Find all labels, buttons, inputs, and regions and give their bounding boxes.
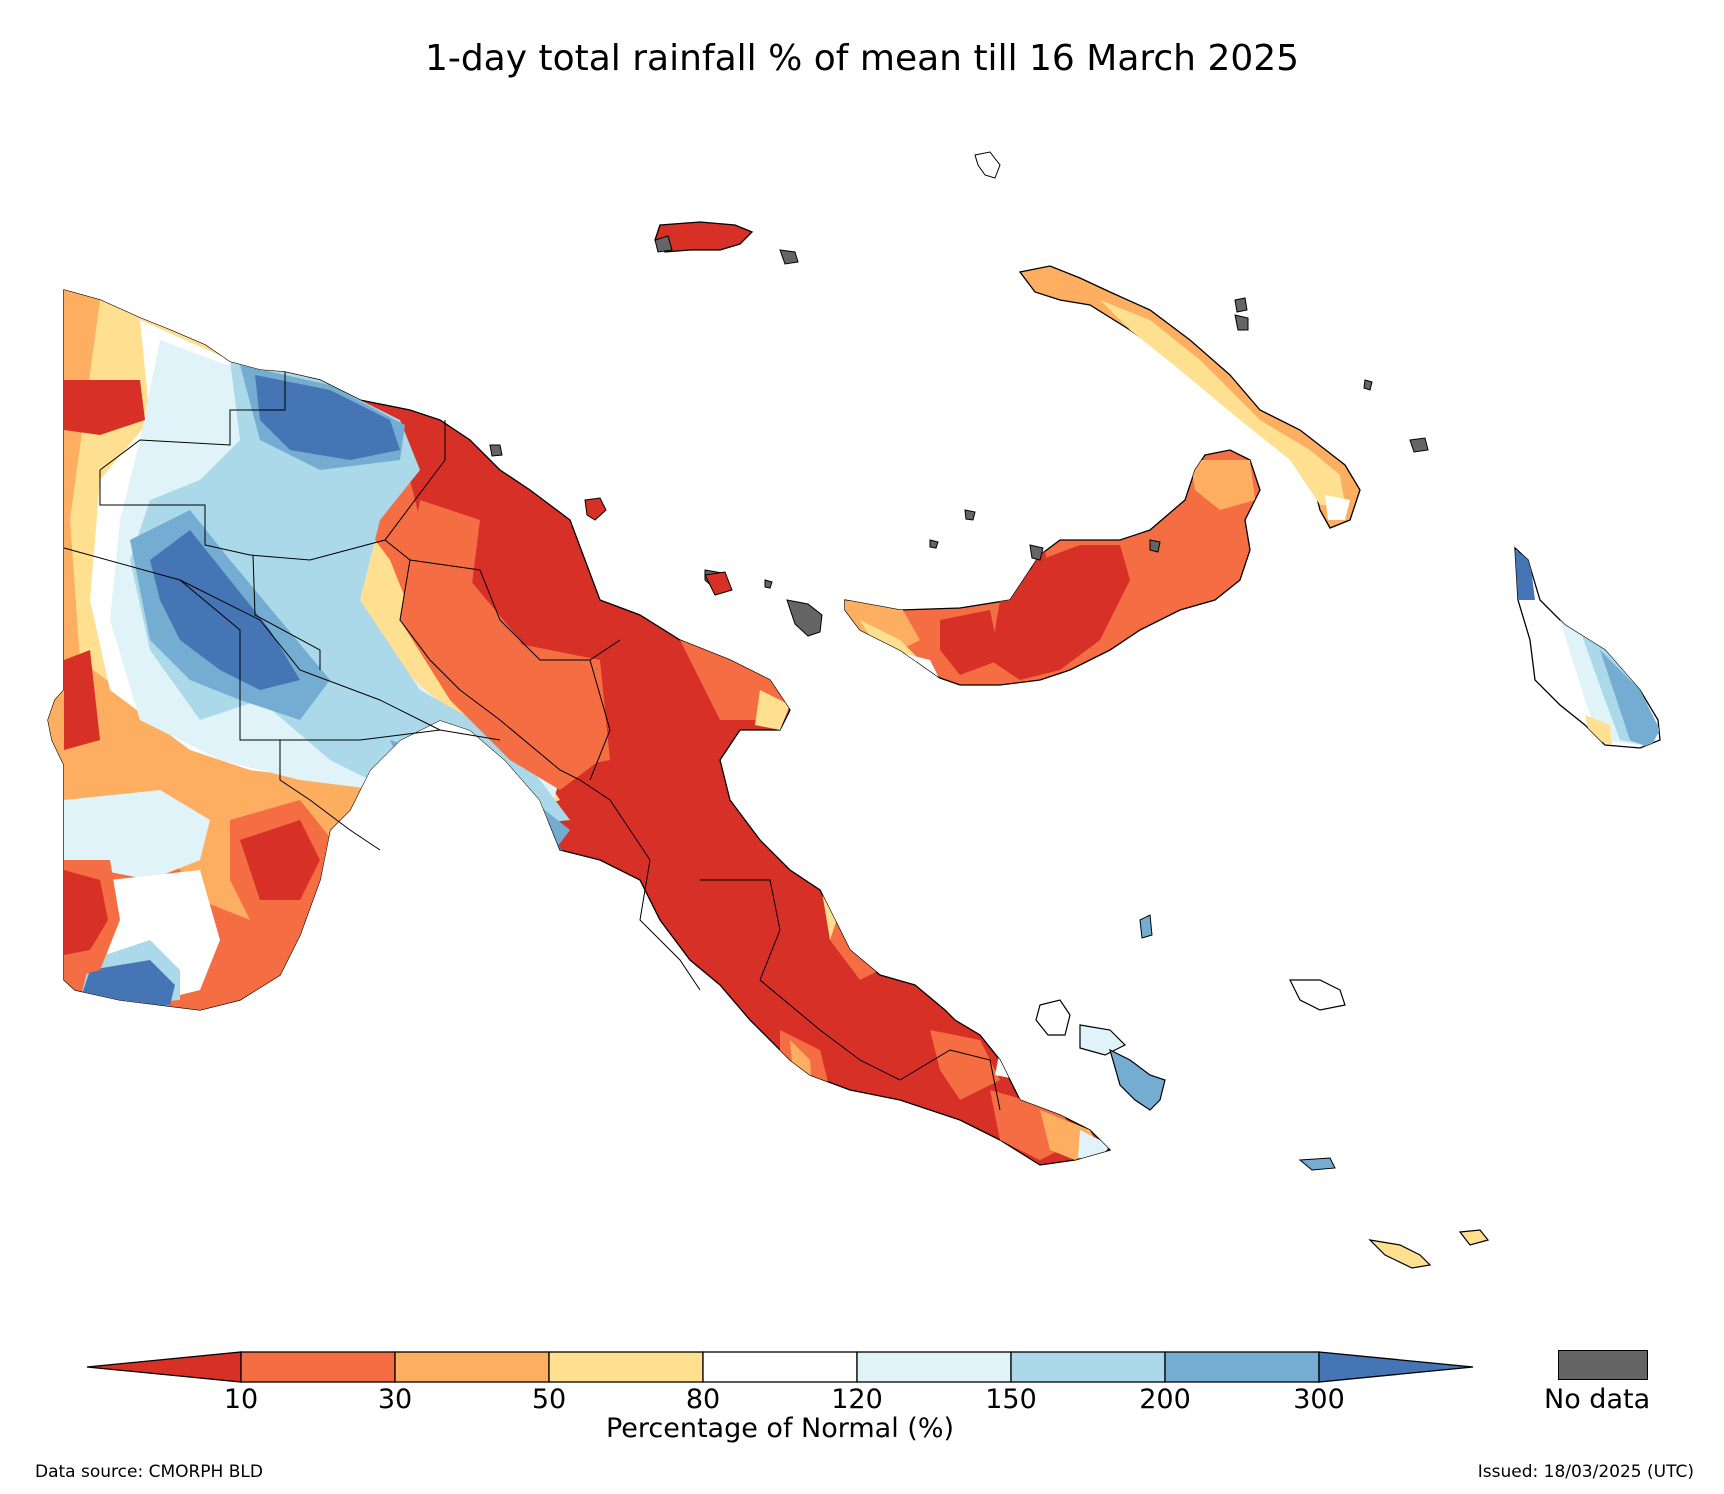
small-islands (584, 497, 733, 596)
data-source-note: Data source: CMORPH BLD (35, 1462, 263, 1482)
colorbar-tick: 300 (1293, 1384, 1345, 1415)
colorbar-bin (856, 1351, 1012, 1383)
manus-island (654, 221, 754, 253)
colorbar-tick: 80 (685, 1384, 721, 1415)
colorbar-tick: 10 (223, 1384, 259, 1415)
colorbar-bin (702, 1351, 858, 1383)
colorbar-bin (1010, 1351, 1166, 1383)
mainland-island (47, 289, 1112, 1166)
colorbar-tick: 50 (531, 1384, 567, 1415)
province-boundaries (63, 372, 1001, 1111)
map-title: 1-day total rainfall % of mean till 16 M… (424, 38, 1300, 79)
colorbar-label: Percentage of Normal (%) (605, 1413, 955, 1444)
north-islet (974, 151, 1001, 179)
colorbar-tick: 200 (1139, 1384, 1191, 1415)
nodata-swatch (1558, 1350, 1648, 1380)
colorbar-bin (1318, 1351, 1474, 1383)
colorbar-tick: 150 (985, 1384, 1037, 1415)
colorbar (86, 1351, 1474, 1383)
colorbar-bin (240, 1351, 396, 1383)
milne-bay-islands (1035, 914, 1490, 1269)
colorbar-tick: 30 (377, 1384, 413, 1415)
colorbar-bin (548, 1351, 704, 1383)
new-britain-island (844, 449, 1261, 686)
colorbar-bin (394, 1351, 550, 1383)
new-ireland-island (1018, 265, 1361, 529)
issued-date: Issued: 18/03/2025 (UTC) (1477, 1462, 1694, 1482)
nodata-label: No data (1544, 1384, 1651, 1415)
colorbar-tick: 120 (831, 1384, 883, 1415)
bougainville-island (1514, 546, 1661, 749)
colorbar-bin (86, 1351, 242, 1383)
colorbar-bin (1164, 1351, 1320, 1383)
